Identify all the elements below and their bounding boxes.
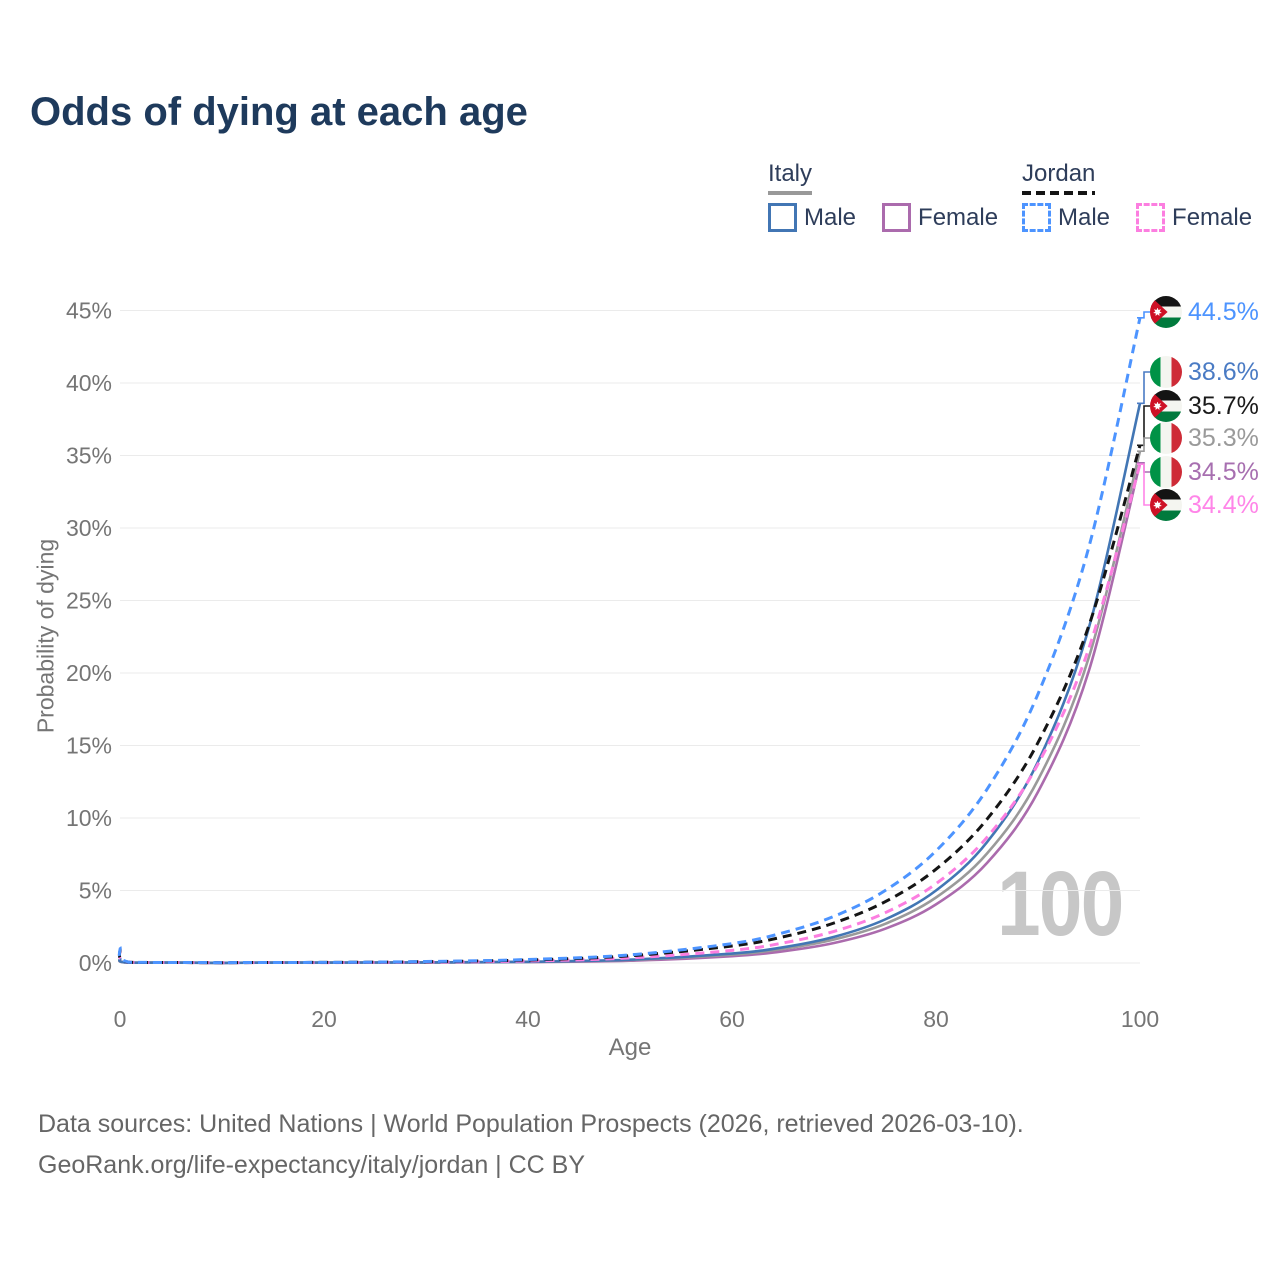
legend-italy-header: Italy — [768, 160, 813, 195]
end-label-connector — [1137, 462, 1150, 473]
x-tick-label: 100 — [1121, 1006, 1159, 1032]
series-line-italy_total — [118, 450, 1142, 965]
page-title: Odds of dying at each age — [30, 90, 528, 134]
end-label-value: 35.3% — [1188, 423, 1259, 452]
footer-attribution: GeoRank.org/life-expectancy/italy/jordan… — [38, 1151, 586, 1179]
end-label-jordan-male: 44.5% — [1150, 295, 1259, 329]
end-label-italy-female: 34.5% — [1150, 455, 1259, 489]
y-tick-label: 0% — [79, 950, 112, 976]
footer: Data sources: United Nations | World Pop… — [38, 1104, 1024, 1186]
y-tick-label: 5% — [79, 878, 112, 904]
y-tick-label: 10% — [66, 805, 112, 831]
legend-italy-female-label: Female — [918, 203, 999, 231]
italy-flag-icon — [1150, 422, 1182, 454]
y-tick-label: 35% — [66, 443, 112, 469]
legend-item-italy-female[interactable]: Female — [882, 203, 998, 232]
legend-item-jordan-male[interactable]: Male — [1022, 203, 1110, 232]
italy-flag-icon — [1150, 456, 1182, 488]
end-label-value: 35.7% — [1188, 391, 1259, 420]
italy-solid-line-sample — [768, 191, 813, 195]
x-tick-label: 80 — [923, 1006, 949, 1032]
end-label-connector — [1137, 405, 1150, 447]
legend-group-jordan: Jordan Male Female — [1022, 160, 1252, 232]
legend-jordan-header-label: Jordan — [1022, 160, 1096, 187]
end-label-value: 38.6% — [1188, 357, 1259, 386]
series-line-jordan_total — [117, 444, 1142, 965]
x-tick-label: 20 — [311, 1006, 337, 1032]
end-label-connector — [1137, 311, 1150, 319]
series-line-jordan_female — [117, 463, 1142, 965]
jordan-dashed-line-sample — [1022, 191, 1096, 195]
legend-group-italy: Italy Male Female — [768, 160, 998, 232]
legend-jordan-row: Male Female — [1022, 203, 1252, 232]
legend-jordan-female-label: Female — [1172, 203, 1253, 231]
end-label-connector — [1137, 371, 1150, 405]
series-line-italy_female — [118, 462, 1142, 965]
legend-italy-male-label: Male — [804, 203, 857, 231]
x-tick-label: 60 — [719, 1006, 745, 1032]
end-label-jordan-total: 35.7% — [1150, 389, 1259, 423]
end-label-value: 34.4% — [1188, 490, 1259, 519]
y-tick-label: 15% — [66, 733, 112, 759]
end-label-italy-total: 35.3% — [1150, 421, 1259, 455]
jordan-female-checkbox-icon — [1136, 203, 1166, 232]
end-label-value: 44.5% — [1188, 297, 1259, 326]
end-label-value: 34.5% — [1188, 457, 1259, 486]
y-tick-label: 30% — [66, 515, 112, 541]
jordan-flag-icon — [1150, 296, 1182, 328]
legend-italy-row: Male Female — [768, 203, 998, 232]
end-label-italy-male: 38.6% — [1150, 355, 1259, 389]
legend-item-italy-male[interactable]: Male — [768, 203, 856, 232]
jordan-flag-icon — [1150, 489, 1182, 521]
italy-flag-icon — [1150, 356, 1182, 388]
legend-italy-header-label: Italy — [768, 160, 813, 187]
italy-female-checkbox-icon — [882, 203, 912, 232]
age-watermark: 100 — [996, 853, 1124, 955]
footer-data-sources: Data sources: United Nations | World Pop… — [38, 1110, 1024, 1138]
end-label-jordan-female: 34.4% — [1150, 488, 1259, 522]
y-tick-label: 20% — [66, 660, 112, 686]
end-label-connector — [1137, 463, 1150, 506]
y-tick-label: 25% — [66, 588, 112, 614]
y-tick-label: 40% — [66, 370, 112, 396]
x-tick-label: 40 — [515, 1006, 541, 1032]
series-line-jordan_male — [117, 317, 1142, 965]
legend-item-jordan-female[interactable]: Female — [1136, 203, 1252, 232]
italy-male-checkbox-icon — [768, 203, 797, 232]
legend-jordan-header: Jordan — [1022, 160, 1096, 195]
legend-jordan-male-label: Male — [1058, 203, 1111, 231]
x-axis-title: Age — [608, 1034, 652, 1061]
x-tick-label: 0 — [114, 1006, 127, 1032]
jordan-male-checkbox-icon — [1022, 203, 1051, 232]
jordan-flag-icon — [1150, 390, 1182, 422]
y-tick-label: 45% — [66, 298, 112, 324]
y-axis-title: Probability of dying — [32, 538, 59, 734]
end-label-connector — [1137, 437, 1150, 452]
series-line-italy_male — [118, 403, 1142, 965]
